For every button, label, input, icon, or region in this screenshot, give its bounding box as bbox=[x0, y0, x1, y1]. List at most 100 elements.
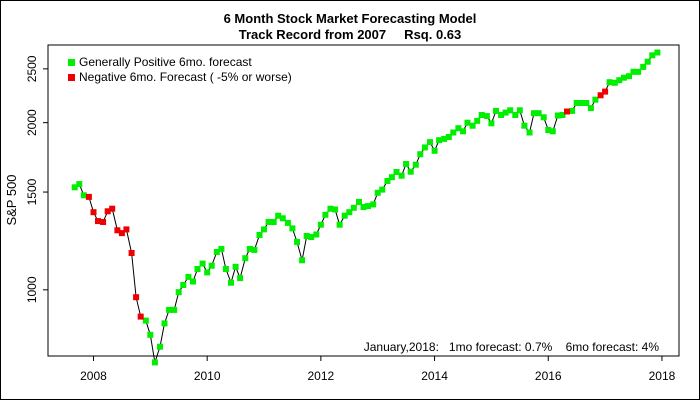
forecast-annotation: January,2018: 1mo forecast: 0.7% 6mo for… bbox=[364, 340, 660, 354]
positive-forecast-point bbox=[151, 359, 158, 366]
positive-forecast-point bbox=[194, 266, 201, 272]
legend-label-negative: Negative 6mo. Forecast ( -5% or worse) bbox=[79, 70, 292, 84]
negative-forecast-point bbox=[597, 92, 604, 99]
positive-forecast-point bbox=[322, 211, 329, 218]
positive-forecast-point bbox=[540, 114, 547, 121]
positive-forecast-point bbox=[583, 100, 590, 106]
legend-swatch-negative bbox=[68, 74, 75, 81]
positive-forecast-point bbox=[620, 74, 627, 81]
positive-forecast-point bbox=[535, 110, 542, 117]
positive-forecast-point bbox=[616, 77, 623, 84]
positive-forecast-point bbox=[445, 134, 452, 140]
negative-forecast-point bbox=[85, 193, 92, 200]
positive-forecast-point bbox=[554, 112, 561, 119]
negative-forecast-point bbox=[564, 108, 570, 115]
positive-forecast-point bbox=[80, 192, 87, 199]
positive-forecast-point bbox=[270, 219, 277, 225]
positive-forecast-point bbox=[587, 105, 594, 112]
negative-forecast-point bbox=[128, 250, 135, 256]
positive-forecast-point bbox=[436, 137, 443, 144]
positive-forecast-point bbox=[261, 226, 267, 233]
positive-forecast-point bbox=[635, 68, 642, 75]
x-tick-label: 2010 bbox=[194, 369, 221, 383]
positive-forecast-point bbox=[626, 73, 632, 80]
negative-forecast-point bbox=[104, 208, 111, 215]
positive-forecast-point bbox=[460, 128, 466, 135]
positive-forecast-point bbox=[531, 110, 537, 117]
positive-forecast-point bbox=[365, 203, 371, 210]
positive-forecast-point bbox=[493, 107, 499, 114]
positive-forecast-point bbox=[592, 96, 599, 103]
positive-forecast-point bbox=[313, 231, 320, 238]
plot-area bbox=[47, 44, 680, 357]
positive-forecast-point bbox=[256, 232, 263, 238]
y-tick-label: 2500 bbox=[25, 55, 39, 82]
positive-forecast-point bbox=[403, 161, 410, 167]
negative-forecast-point bbox=[90, 209, 97, 216]
positive-forecast-point bbox=[478, 112, 485, 118]
positive-forecast-point bbox=[308, 234, 315, 240]
positive-forecast-point bbox=[332, 206, 339, 213]
positive-forecast-point bbox=[166, 306, 173, 313]
positive-forecast-point bbox=[279, 215, 286, 222]
positive-forecast-point bbox=[317, 221, 324, 228]
positive-forecast-point bbox=[469, 122, 476, 129]
positive-forecast-point bbox=[370, 201, 377, 208]
positive-forecast-point bbox=[208, 262, 215, 269]
positive-forecast-point bbox=[147, 331, 154, 338]
positive-forecast-point bbox=[175, 289, 182, 296]
positive-forecast-point bbox=[246, 245, 253, 252]
negative-forecast-point bbox=[109, 205, 116, 212]
x-tick-label: 2012 bbox=[308, 369, 335, 383]
positive-forecast-point bbox=[573, 100, 580, 106]
positive-forecast-point bbox=[142, 317, 149, 324]
positive-forecast-point bbox=[549, 128, 556, 135]
positive-forecast-point bbox=[199, 260, 206, 267]
legend-swatch-positive bbox=[68, 59, 75, 66]
positive-forecast-point bbox=[507, 107, 514, 114]
positive-forecast-point bbox=[218, 245, 225, 252]
positive-forecast-point bbox=[228, 279, 234, 286]
positive-forecast-point bbox=[384, 178, 391, 184]
positive-forecast-point bbox=[498, 112, 505, 118]
positive-forecast-point bbox=[516, 107, 523, 114]
positive-forecast-point bbox=[559, 112, 566, 118]
positive-forecast-point bbox=[341, 212, 348, 219]
positive-forecast-point bbox=[512, 112, 519, 118]
positive-forecast-point bbox=[213, 249, 220, 255]
data-markers bbox=[71, 49, 661, 366]
negative-forecast-point bbox=[133, 294, 140, 301]
chart-subtitle: Track Record from 2007 Rsq. 0.63 bbox=[239, 27, 462, 42]
positive-forecast-point bbox=[204, 269, 211, 276]
positive-forecast-point bbox=[336, 221, 343, 228]
positive-forecast-point bbox=[569, 107, 576, 114]
negative-forecast-point bbox=[123, 226, 130, 233]
positive-forecast-point bbox=[526, 129, 533, 136]
y-tick-label: 1500 bbox=[25, 178, 39, 205]
positive-forecast-point bbox=[157, 343, 163, 350]
positive-forecast-point bbox=[431, 147, 438, 154]
positive-forecast-point bbox=[289, 225, 296, 232]
negative-forecast-point bbox=[118, 230, 125, 237]
positive-forecast-point bbox=[464, 119, 471, 126]
positive-forecast-point bbox=[251, 246, 258, 253]
positive-forecast-point bbox=[412, 161, 419, 168]
positive-forecast-point bbox=[284, 219, 291, 226]
positive-forecast-point bbox=[606, 79, 613, 86]
positive-forecast-point bbox=[455, 125, 462, 132]
positive-forecast-point bbox=[640, 63, 647, 70]
positive-forecast-point bbox=[407, 168, 414, 175]
negative-forecast-point bbox=[137, 313, 144, 320]
positive-forecast-point bbox=[483, 113, 490, 120]
y-axis: 1000 1500 2000 2500 bbox=[25, 55, 48, 303]
positive-forecast-point bbox=[237, 275, 244, 282]
positive-forecast-point bbox=[346, 209, 353, 216]
positive-forecast-point bbox=[294, 238, 300, 245]
positive-forecast-point bbox=[374, 189, 381, 196]
positive-forecast-point bbox=[275, 212, 282, 219]
x-axis: 2008 2010 2012 2014 2016 2018 bbox=[80, 356, 676, 383]
positive-forecast-point bbox=[502, 109, 509, 116]
negative-forecast-point bbox=[100, 219, 107, 225]
